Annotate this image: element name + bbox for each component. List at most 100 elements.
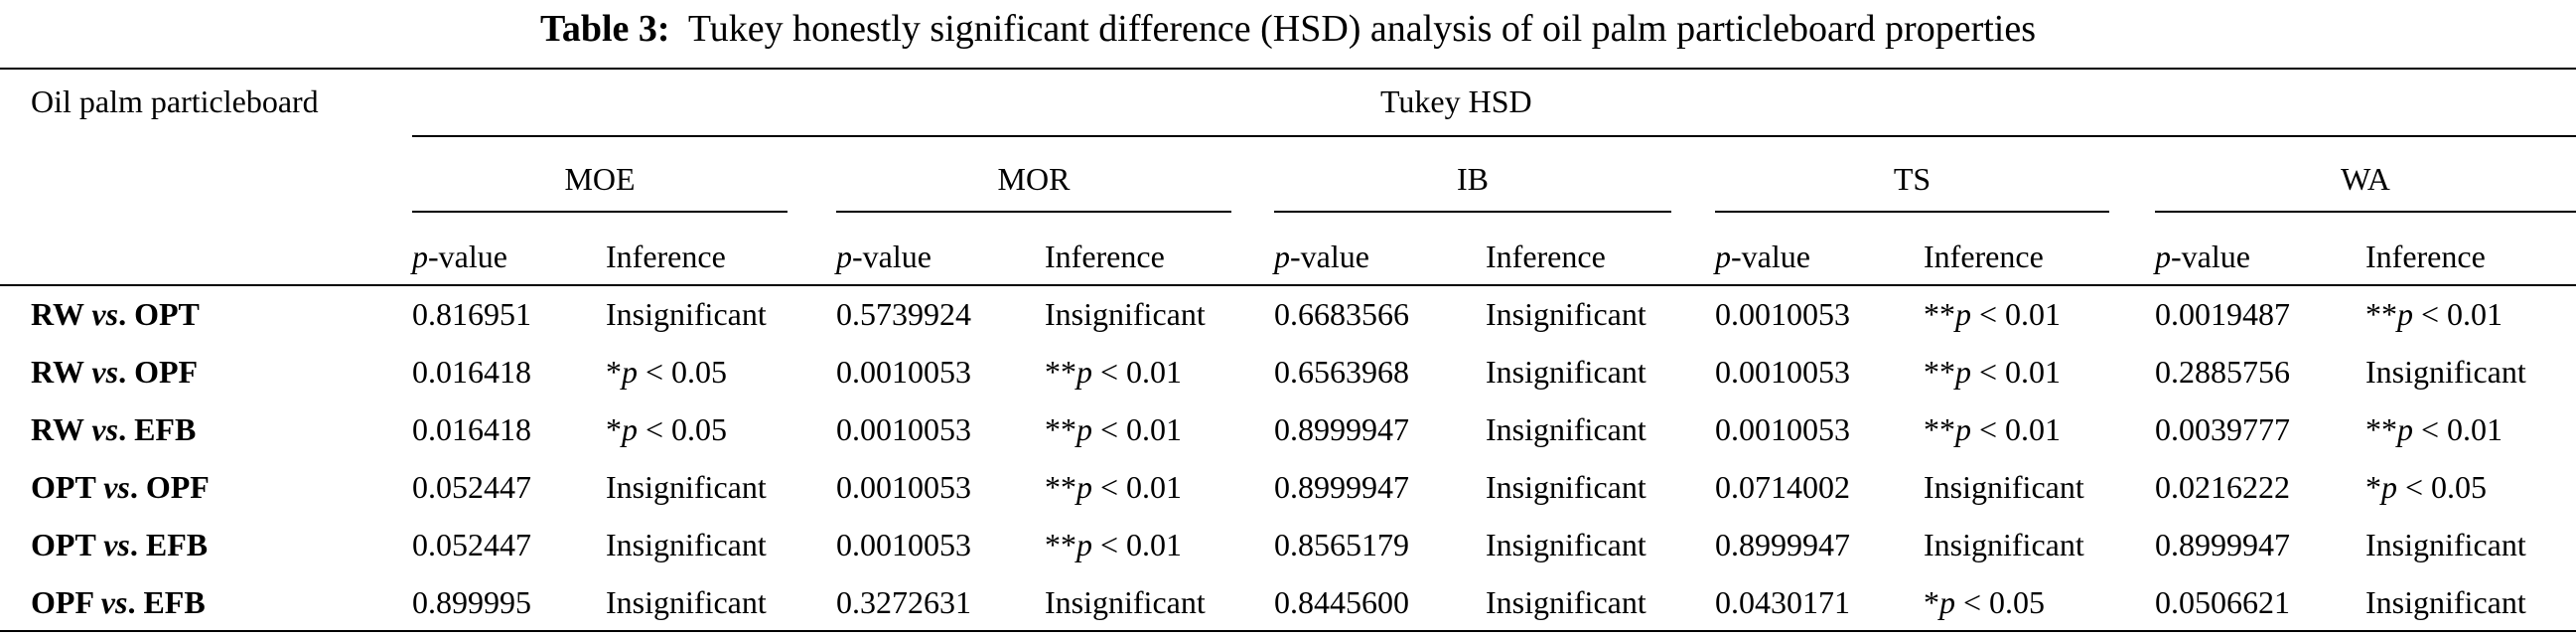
inference-stars: **	[1045, 469, 1076, 505]
inference-text: Insignificant	[1924, 527, 2084, 562]
p-value-header: p-value	[1715, 237, 1810, 276]
row-label-a: RW	[31, 296, 84, 332]
row-label-vs: vs	[91, 354, 119, 390]
inference-text: < 0.01	[1092, 411, 1183, 447]
inference-cell: *p < 0.05	[1924, 582, 2045, 622]
inference-cell: **p < 0.01	[1924, 352, 2061, 392]
inference-stars: **	[1045, 354, 1076, 390]
caption-text: Tukey honestly significant difference (H…	[687, 8, 2036, 50]
inference-p: p	[2397, 296, 2413, 332]
p-value-cell: 0.3272631	[836, 584, 971, 620]
inference-p: p	[622, 411, 638, 447]
row-label-vs: vs	[103, 469, 130, 505]
p-value-header-rest: -value	[2171, 239, 2250, 274]
inference-cell: Insignificant	[2365, 582, 2526, 622]
row-label-b: EFB	[145, 527, 209, 562]
table-caption: Table 3: Tukey honestly significant diff…	[0, 4, 2576, 54]
inference-header: Inference	[1486, 239, 1606, 274]
inference-text: Insignificant	[2365, 527, 2526, 562]
p-value-cell: 0.0010053	[1715, 296, 1850, 332]
p-value-header-italic: p	[2155, 239, 2171, 274]
row-label: OPF vs. EFB	[31, 584, 206, 620]
inference-cell: Insignificant	[1924, 467, 2084, 507]
group-rule-moe	[412, 211, 787, 213]
p-value-cell: 0.052447	[412, 469, 531, 505]
p-value-cell: 0.016418	[412, 411, 531, 447]
inference-cell: Insignificant	[1045, 294, 1206, 334]
inference-cell: *p < 0.05	[606, 409, 727, 449]
p-value-cell: 0.6683566	[1274, 296, 1409, 332]
inference-stars: **	[1045, 527, 1076, 562]
p-value-cell: 0.0010053	[836, 469, 971, 505]
inference-cell: *p < 0.05	[606, 352, 727, 392]
group-header-ib: IB	[1457, 161, 1489, 197]
inference-cell: **p < 0.01	[1924, 294, 2061, 334]
row-label-a: OPT	[31, 527, 96, 562]
p-value-header-italic: p	[1274, 239, 1290, 274]
inference-cell: **p < 0.01	[1045, 352, 1182, 392]
row-label-b: OPT	[134, 296, 200, 332]
inference-header: Inference	[2365, 239, 2486, 274]
p-value-cell: 0.0010053	[836, 527, 971, 562]
p-value-cell: 0.0019487	[2155, 296, 2290, 332]
inference-cell: Insignificant	[1486, 582, 1646, 622]
p-value-header-rest: -value	[1731, 239, 1810, 274]
p-value-cell: 0.0714002	[1715, 469, 1850, 505]
inference-text: Insignificant	[1924, 469, 2084, 505]
p-value-header-italic: p	[836, 239, 852, 274]
inference-cell: Insignificant	[606, 294, 767, 334]
inference-text: < 0.05	[638, 354, 728, 390]
group-header-wa: WA	[2341, 161, 2390, 197]
inference-text: < 0.01	[2413, 296, 2504, 332]
p-value-cell: 0.0010053	[1715, 354, 1850, 390]
inference-cell: Insignificant	[606, 525, 767, 564]
inference-p: p	[1076, 527, 1092, 562]
row-label: RW vs. OPT	[31, 296, 200, 332]
group-header-ts: TS	[1893, 161, 1932, 197]
p-value-cell: 0.816951	[412, 296, 531, 332]
p-value-cell: 0.6563968	[1274, 354, 1409, 390]
inference-cell: Insignificant	[1486, 352, 1646, 392]
inference-cell: Insignificant	[1924, 525, 2084, 564]
row-label-vs: vs	[91, 411, 119, 447]
inference-stars: *	[1924, 584, 1939, 620]
inference-cell: **p < 0.01	[2365, 294, 2503, 334]
p-value-header-italic: p	[1715, 239, 1731, 274]
caption-label: Table 3:	[539, 8, 670, 50]
inference-stars: *	[2365, 469, 2381, 505]
p-value-header: p-value	[412, 237, 507, 276]
p-value-cell: 0.016418	[412, 354, 531, 390]
inference-text: Insignificant	[2365, 354, 2526, 390]
inference-text: Insignificant	[1045, 296, 1206, 332]
inference-text: Insignificant	[606, 469, 767, 505]
header-bottom-rule	[0, 284, 2576, 286]
inference-cell: *p < 0.05	[2365, 467, 2487, 507]
inference-p: p	[1076, 469, 1092, 505]
row-label-b: EFB	[143, 584, 206, 620]
inference-text: < 0.01	[1971, 296, 2062, 332]
inference-p: p	[1076, 411, 1092, 447]
group-header-moe: MOE	[564, 161, 636, 197]
row-label-b: OPF	[145, 469, 210, 505]
inference-stars: *	[606, 411, 622, 447]
row-label-b: OPF	[134, 354, 199, 390]
p-value-cell: 0.052447	[412, 527, 531, 562]
inference-stars: **	[1924, 354, 1955, 390]
inference-p: p	[2381, 469, 2397, 505]
p-value-cell: 0.0430171	[1715, 584, 1850, 620]
inference-text: < 0.05	[2397, 469, 2488, 505]
p-value-cell: 0.8999947	[1274, 469, 1409, 505]
inference-text: Insignificant	[1486, 411, 1646, 447]
inference-text: < 0.01	[1092, 527, 1183, 562]
row-label: OPT vs. OPF	[31, 469, 210, 505]
row-label: OPT vs. EFB	[31, 527, 209, 562]
p-value-header: p-value	[836, 237, 931, 276]
inference-p: p	[1076, 354, 1092, 390]
p-value-cell: 0.8999947	[1274, 411, 1409, 447]
inference-text: Insignificant	[1045, 584, 1206, 620]
inference-cell: Insignificant	[2365, 525, 2526, 564]
inference-p: p	[2397, 411, 2413, 447]
row-label-a: OPF	[31, 584, 93, 620]
inference-header: Inference	[1924, 239, 2044, 274]
row-label-a: OPT	[31, 469, 96, 505]
